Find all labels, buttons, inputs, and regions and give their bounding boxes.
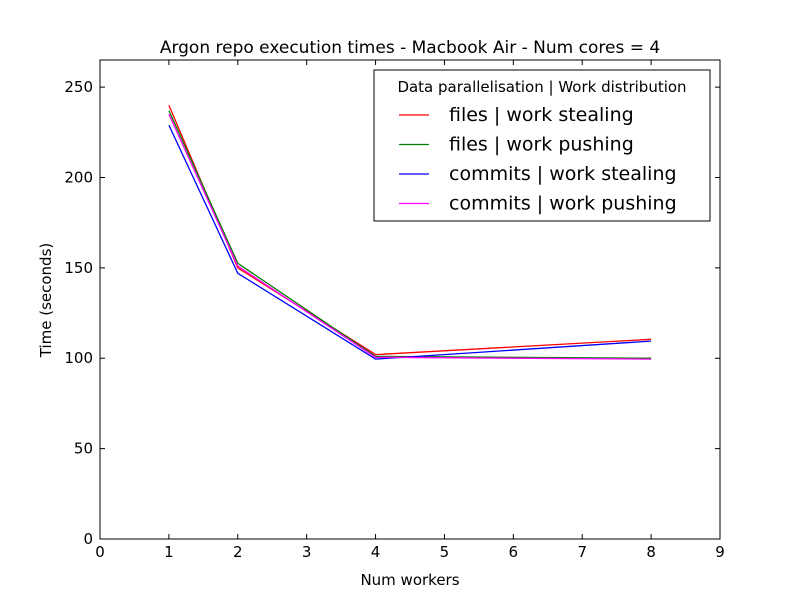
legend-entry-label: commits | work stealing	[449, 163, 677, 185]
series-line-3	[168, 124, 652, 360]
x-tick-label: 1	[164, 543, 174, 561]
x-tick-label: 5	[440, 543, 450, 561]
x-tick-label: 7	[577, 543, 587, 561]
x-axis-label: Num workers	[360, 571, 459, 589]
legend-entry-label: files | work pushing	[449, 134, 634, 156]
x-tick-label: 2	[233, 543, 243, 561]
x-tick-label: 0	[95, 543, 105, 561]
series-line-4	[168, 113, 652, 360]
x-tick-label: 4	[371, 543, 381, 561]
chart-title: Argon repo execution times - Macbook Air…	[160, 38, 660, 58]
y-axis: 0 50 100 150 200 250	[64, 78, 720, 548]
y-tick-label: 100	[64, 349, 93, 367]
y-tick-label: 150	[64, 259, 93, 277]
x-tick-label: 9	[715, 543, 725, 561]
y-tick-label: 250	[64, 78, 93, 96]
legend-entries: files | work stealing files | work pushin…	[399, 104, 677, 215]
legend-box	[373, 69, 711, 222]
legend-title: Data parallelisation | Work distribution	[397, 78, 686, 96]
legend: Data parallelisation | Work distribution…	[373, 69, 711, 222]
x-tick-label: 6	[509, 543, 519, 561]
y-axis-label: Time (seconds)	[37, 243, 55, 359]
y-tick-label: 50	[74, 440, 93, 458]
legend-entry-label: commits | work pushing	[449, 193, 677, 215]
series-line-2	[168, 110, 652, 359]
legend-entry-label: files | work stealing	[449, 104, 634, 126]
x-axis: 0 1 2 3 4 5 6 7 8 9	[95, 60, 725, 561]
y-tick-label: 0	[83, 530, 93, 548]
x-tick-label: 8	[646, 543, 656, 561]
x-tick-label: 3	[302, 543, 312, 561]
series-lines	[168, 104, 652, 360]
y-tick-label: 200	[64, 168, 93, 186]
